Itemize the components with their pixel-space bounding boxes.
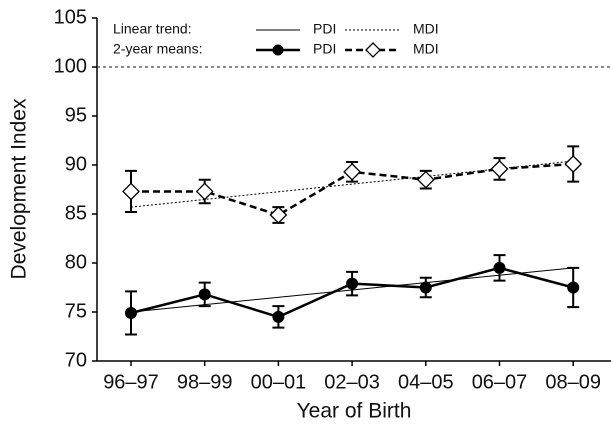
x-tick-label: 06–07 [472,371,528,393]
point [567,281,580,294]
x-axis-label: Year of Birth [297,400,412,423]
point [122,182,140,201]
y-tick-label: 95 [65,104,87,126]
point [416,170,435,189]
legend-marker [272,44,284,56]
point [343,162,362,181]
legend-label: PDI [313,21,336,37]
x-tick-label: 08–09 [545,371,601,393]
legend-label: MDI [413,21,439,37]
point [493,261,506,274]
y-tick-label: 85 [65,202,87,224]
point [419,281,432,294]
legend-label: PDI [313,41,336,57]
legend-title: 2-year means: [113,41,202,57]
point [272,310,285,323]
y-tick-label: 75 [65,300,87,322]
point [195,182,214,201]
x-tick-label: 04–05 [398,371,454,393]
point [490,160,509,178]
y-tick-label: 105 [54,6,87,28]
y-tick-label: 70 [65,349,87,371]
x-tick-label: 98–99 [177,371,233,393]
legend-title: Linear trend: [113,21,192,37]
x-tick-label: 00–01 [251,371,307,393]
point [346,277,359,290]
point [269,206,288,224]
point [198,288,211,301]
legend-label: MDI [413,41,439,57]
y-tick-label: 80 [65,251,87,273]
x-tick-label: 02–03 [324,371,380,393]
point [564,155,583,173]
y-axis-label: Development Index [8,98,31,279]
y-tick-label: 100 [54,55,87,77]
x-tick-label: 96–97 [103,371,159,393]
point [125,306,137,319]
y-tick-label: 90 [65,153,87,175]
legend-marker [365,42,381,58]
